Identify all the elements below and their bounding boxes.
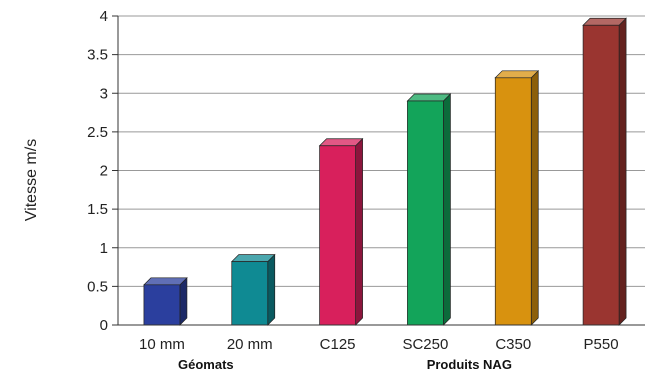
bar-front: [407, 100, 444, 326]
bar-side: [179, 276, 188, 326]
bar-front: [231, 261, 269, 326]
bar: [318, 137, 364, 326]
x-tick-label: C125: [320, 336, 356, 353]
x-tick-label: P550: [584, 336, 619, 353]
group-label: Produits NAG: [427, 357, 512, 372]
bar-top: [494, 70, 540, 79]
y-tick-label: 1.5: [87, 201, 108, 218]
bar-top: [318, 138, 364, 147]
x-axis-ticks: 10 mm 20 mm C125 SC250 C350 P550: [139, 336, 619, 353]
bar: [582, 17, 627, 326]
y-tick-label: 3.5: [87, 47, 108, 64]
bar-front: [143, 284, 181, 326]
group-label: Géomats: [178, 357, 234, 372]
gridlines: [118, 15, 645, 326]
bar-top: [406, 93, 452, 102]
bar-side: [267, 253, 276, 326]
bar-front: [494, 77, 532, 326]
x-tick-label: 20 mm: [227, 336, 273, 353]
y-tick-label: 0: [100, 317, 108, 334]
bar-top: [143, 277, 188, 286]
bars: [143, 17, 627, 326]
bar: [230, 253, 276, 326]
y-tick-label: 3: [100, 85, 108, 102]
x-tick-label: 10 mm: [139, 336, 185, 353]
bar-side: [618, 17, 627, 326]
bar: [494, 69, 540, 326]
bar-side: [443, 93, 451, 326]
bar-front: [319, 145, 356, 326]
bar: [143, 276, 188, 326]
bar: [406, 93, 452, 326]
bar-front: [582, 24, 620, 326]
x-tick-label: C350: [495, 336, 531, 353]
bar-side: [530, 69, 539, 326]
y-tick-label: 1: [100, 240, 108, 257]
y-axis-label: Vitesse m/s: [23, 139, 40, 221]
bar-top: [230, 254, 276, 263]
x-tick-label: SC250: [402, 336, 448, 353]
y-tick-label: 2: [100, 163, 108, 180]
y-tick-label: 2.5: [87, 124, 108, 141]
bar-top: [582, 17, 627, 26]
y-tick-label: 4: [100, 8, 108, 25]
category-groups: Géomats Produits NAG: [178, 357, 512, 372]
bar-side: [355, 137, 363, 326]
y-axis-ticks: 0 0.5 1 1.5 2 2.5 3 3.5 4: [87, 8, 118, 334]
y-tick-label: 0.5: [87, 278, 108, 295]
